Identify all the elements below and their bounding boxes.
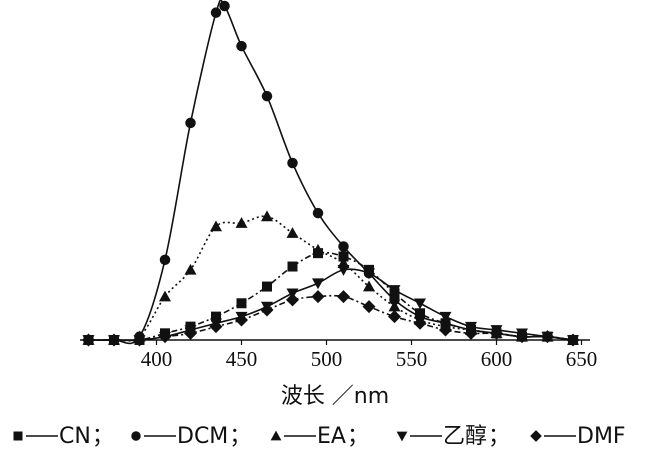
data-point xyxy=(260,303,274,317)
data-point xyxy=(236,40,247,52)
legend-marker xyxy=(530,430,542,442)
data-point xyxy=(287,261,298,272)
data-point xyxy=(312,207,324,219)
data-point xyxy=(362,300,376,314)
series-line xyxy=(88,0,574,345)
legend-marker xyxy=(13,431,23,441)
data-point xyxy=(389,294,400,306)
data-point xyxy=(235,217,248,228)
x-axis-title: 波长 ／nm xyxy=(281,384,389,409)
data-point xyxy=(439,323,452,337)
plot-area xyxy=(82,0,580,347)
legend-item: DCM； xyxy=(131,424,251,449)
data-point xyxy=(287,157,298,169)
series-diamond xyxy=(82,290,580,347)
legend-item: DMF xyxy=(530,424,626,449)
data-point xyxy=(439,311,452,323)
data-point xyxy=(414,298,426,310)
data-point xyxy=(337,265,350,276)
legend-label: DCM xyxy=(177,424,228,449)
legend-label: 乙醇 xyxy=(443,424,487,449)
series-circle xyxy=(83,0,579,346)
x-tick-label: 400 xyxy=(141,347,173,371)
legend-separator: ； xyxy=(488,424,510,449)
data-point xyxy=(261,210,273,222)
legend-label: EA xyxy=(317,424,346,449)
data-point xyxy=(211,311,221,322)
data-point xyxy=(262,281,272,292)
data-point xyxy=(159,254,171,266)
legend-marker xyxy=(270,430,282,441)
legend-separator: ； xyxy=(229,424,251,449)
data-point xyxy=(219,0,230,12)
legend-item: EA； xyxy=(270,424,369,449)
series-line xyxy=(88,294,574,342)
data-point xyxy=(236,298,247,309)
x-tick-label: 450 xyxy=(226,347,258,371)
data-point xyxy=(261,90,273,102)
data-point xyxy=(338,241,349,252)
series-line xyxy=(88,215,574,342)
legend-item: 乙醇； xyxy=(396,424,510,449)
x-tick-label: 550 xyxy=(396,347,428,371)
legend-marker xyxy=(131,431,141,441)
data-point xyxy=(337,290,350,304)
data-point xyxy=(312,243,324,255)
data-point xyxy=(388,300,401,312)
x-tick-label: 500 xyxy=(311,347,343,371)
data-point xyxy=(184,326,197,340)
data-point xyxy=(210,7,222,18)
data-point xyxy=(388,285,401,296)
x-tick-label: 600 xyxy=(481,347,513,371)
data-point xyxy=(338,251,349,262)
legend: CN； DCM； EA；乙醇； DMF xyxy=(13,424,626,449)
legend-separator: ； xyxy=(92,424,114,449)
x-axis: 400 450 500 550 600 650 xyxy=(80,339,598,371)
data-point xyxy=(210,220,222,232)
legend-separator: ； xyxy=(347,424,369,449)
data-point xyxy=(286,293,299,307)
data-point xyxy=(184,263,197,275)
data-point xyxy=(363,280,375,292)
data-point xyxy=(235,313,248,327)
legend-label: CN xyxy=(59,424,91,449)
data-point xyxy=(363,268,375,280)
legend-label: DMF xyxy=(577,424,626,449)
data-point xyxy=(209,320,223,334)
data-point xyxy=(490,326,503,340)
data-point xyxy=(388,310,401,324)
data-point xyxy=(159,290,171,302)
data-point xyxy=(286,227,299,238)
data-point xyxy=(311,290,325,304)
data-point xyxy=(185,117,196,129)
data-point xyxy=(464,326,478,340)
legend-item: CN； xyxy=(13,424,114,449)
legend-marker xyxy=(396,431,408,442)
data-point xyxy=(312,278,324,290)
x-tick-label: 650 xyxy=(566,347,598,371)
data-point xyxy=(413,316,427,330)
